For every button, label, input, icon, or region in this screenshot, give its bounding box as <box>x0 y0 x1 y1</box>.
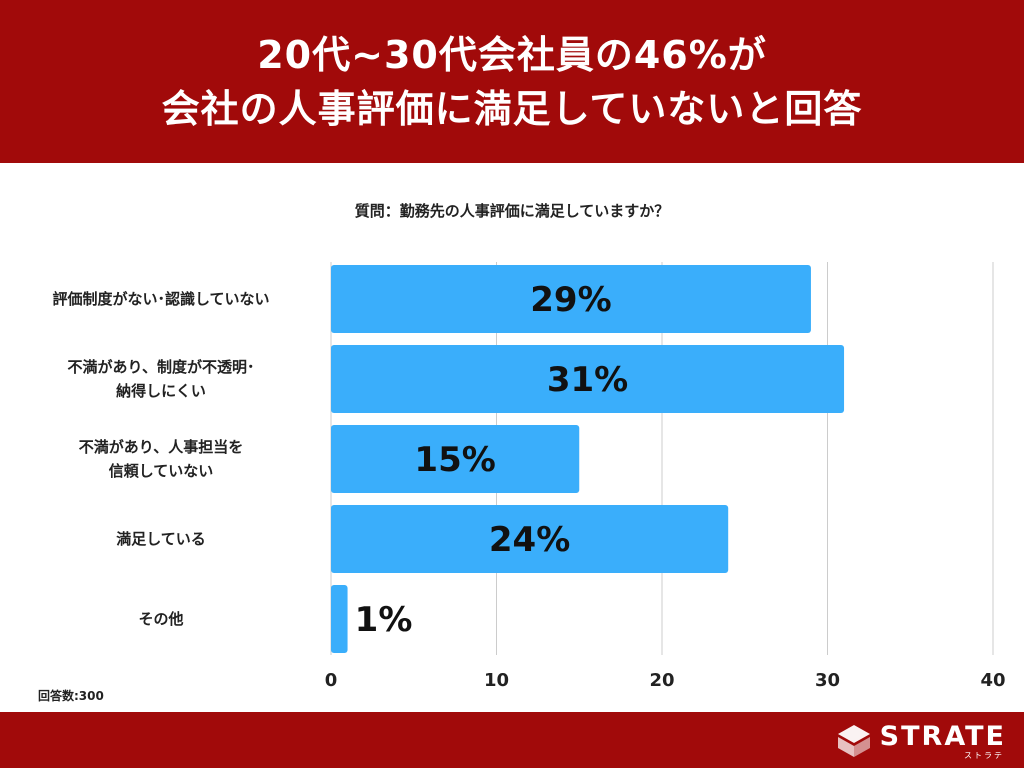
x-tick-label: 0 <box>325 670 338 691</box>
header-banner: 20代~30代会社員の46%が 会社の人事評価に満足していないと回答 <box>0 0 1024 163</box>
strate-logo-icon <box>837 725 870 757</box>
x-tick-label: 20 <box>649 670 674 691</box>
value-label: 29% <box>530 280 611 320</box>
x-tick-label: 10 <box>484 670 509 691</box>
value-label: 24% <box>489 520 570 560</box>
title-line-2: 会社の人事評価に満足していないと回答 <box>161 86 863 131</box>
logo-wordmark: STRATE <box>879 720 1006 752</box>
bar <box>331 425 580 493</box>
x-tick-label: 30 <box>815 670 840 691</box>
chart-question: 質問：勤務先の人事評価に満足していますか？ <box>354 202 670 220</box>
title-line-1: 20代~30代会社員の46%が <box>257 32 767 77</box>
response-count: 回答数:300 <box>38 689 104 703</box>
x-tick-label: 40 <box>980 670 1005 691</box>
category-label: 評価制度がない･認識していない <box>52 290 270 308</box>
logo-kana: ストラテ <box>964 750 1004 760</box>
category-label: 不満があり、人事担当を 信頼していない <box>78 438 244 480</box>
strate-logo: STRATE ストラテ <box>836 721 1006 761</box>
bar <box>331 265 811 333</box>
category-label: その他 <box>138 610 184 628</box>
bar <box>331 505 729 573</box>
value-label: 15% <box>414 440 495 480</box>
value-label: 1% <box>355 600 413 640</box>
value-label: 31% <box>547 360 628 400</box>
bar-chart: 0 10 20 30 40 29% 31% 15% 24% 1% <box>325 262 1006 691</box>
category-label: 不満があり、制度が不透明･ 納得しにくい <box>67 358 255 400</box>
category-label: 満足している <box>116 530 206 548</box>
bar <box>331 345 845 413</box>
bar <box>331 585 348 653</box>
footer-banner: STRATE ストラテ <box>0 712 1024 768</box>
